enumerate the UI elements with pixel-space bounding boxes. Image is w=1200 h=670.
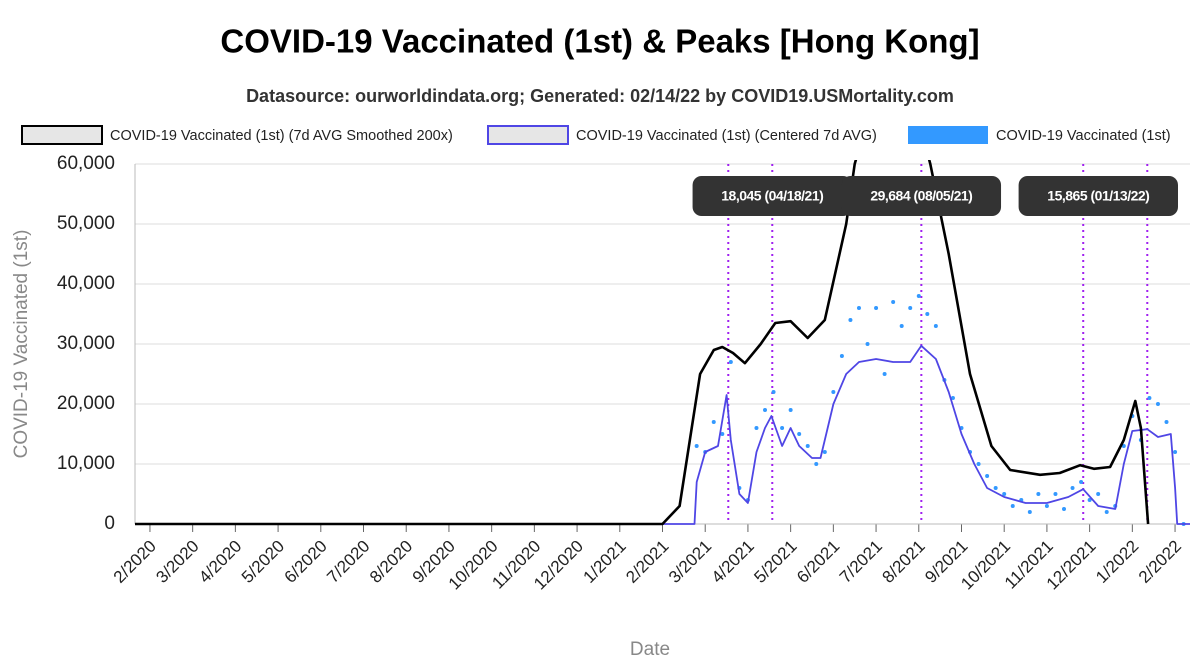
x-tick-label: 2/2021 <box>622 537 672 587</box>
data-dot <box>1173 450 1178 454</box>
x-tick-label: 1/2022 <box>1092 537 1142 587</box>
x-tick-label: 6/2021 <box>793 537 843 587</box>
data-dot <box>771 390 776 394</box>
y-axis-label: COVID-19 Vaccinated (1st) <box>11 230 32 459</box>
data-dot <box>720 432 725 436</box>
data-dot <box>848 318 853 322</box>
x-tick-label: 8/2021 <box>879 537 929 587</box>
data-dot <box>1121 444 1126 448</box>
data-dot <box>976 462 981 466</box>
x-tick-label: 2/2022 <box>1135 537 1185 587</box>
chart-title: COVID-19 Vaccinated (1st) & Peaks [Hong … <box>220 23 979 60</box>
peak-label-box <box>1018 176 1178 216</box>
data-dot <box>899 324 904 328</box>
y-tick-label: 20,000 <box>57 393 115 414</box>
data-dot <box>1104 510 1109 514</box>
data-dot <box>865 342 870 346</box>
x-tick-label: 3/2020 <box>152 537 202 587</box>
data-dot <box>950 396 955 400</box>
data-dot <box>1079 480 1084 484</box>
data-dot <box>788 408 793 412</box>
data-dot <box>1164 420 1169 424</box>
x-tick-label: 5/2020 <box>238 537 288 587</box>
data-dot <box>1044 504 1049 508</box>
y-tick-label: 30,000 <box>57 333 115 354</box>
data-dot <box>763 408 768 412</box>
peak-label-box <box>841 176 1002 216</box>
data-dot <box>822 450 827 454</box>
data-dot <box>805 444 810 448</box>
data-dot <box>1027 510 1032 514</box>
legend-label: COVID-19 Vaccinated (1st) (Centered 7d A… <box>576 128 877 144</box>
x-tick-label: 4/2021 <box>708 537 758 587</box>
data-dot <box>1096 492 1101 496</box>
legend-swatch <box>21 125 103 145</box>
data-dot <box>1053 492 1058 496</box>
data-dot <box>916 294 921 298</box>
y-tick-label: 60,000 <box>57 153 115 174</box>
data-dot <box>754 426 759 430</box>
x-tick-label: 7/2021 <box>836 537 886 587</box>
data-dot <box>1061 507 1066 511</box>
data-dot <box>711 420 716 424</box>
legend-swatch <box>487 125 569 145</box>
data-dot <box>882 372 887 376</box>
data-dot <box>993 486 998 490</box>
data-dot <box>814 462 819 466</box>
data-dot <box>839 354 844 358</box>
data-dot <box>891 300 896 304</box>
y-tick-label: 50,000 <box>57 213 115 234</box>
peak-label-box <box>692 176 852 216</box>
peak-label: 29,684 (08/05/21) <box>870 188 972 204</box>
data-dot <box>1155 402 1160 406</box>
data-dot <box>933 324 938 328</box>
x-tick-label: 8/2020 <box>366 537 416 587</box>
data-dot <box>925 312 930 316</box>
legend-label: COVID-19 Vaccinated (1st) <box>996 128 1171 144</box>
series-line <box>135 160 1150 526</box>
data-dot <box>1036 492 1041 496</box>
data-dot <box>1147 396 1152 400</box>
y-tick-label: 0 <box>104 513 115 534</box>
data-dot <box>728 360 733 364</box>
peak-label: 18,045 (04/18/21) <box>721 188 823 204</box>
peak-label: 15,865 (01/13/22) <box>1047 188 1149 204</box>
x-tick-label: 6/2020 <box>281 537 331 587</box>
x-tick-label: 4/2020 <box>195 537 245 587</box>
data-dot <box>1087 498 1092 502</box>
y-tick-label: 10,000 <box>57 453 115 474</box>
legend-label: COVID-19 Vaccinated (1st) (7d AVG Smooth… <box>110 128 453 144</box>
x-tick-label: 5/2021 <box>750 537 800 587</box>
data-dot <box>780 426 785 430</box>
data-dot <box>908 306 913 310</box>
y-tick-label: 40,000 <box>57 273 115 294</box>
x-tick-label: 1/2021 <box>580 537 630 587</box>
data-dot <box>874 306 879 310</box>
data-dot <box>797 432 802 436</box>
data-dot <box>831 390 836 394</box>
x-tick-label: 7/2020 <box>323 537 373 587</box>
data-dot <box>985 474 990 478</box>
data-dot <box>694 444 699 448</box>
data-dot <box>856 306 861 310</box>
x-tick-label: 2/2020 <box>110 537 160 587</box>
data-dot <box>1010 504 1015 508</box>
data-dot <box>1070 486 1075 490</box>
chart-subtitle: Datasource: ourworldindata.org; Generate… <box>246 86 954 106</box>
x-axis-label: Date <box>630 639 670 660</box>
legend-swatch <box>908 126 988 144</box>
x-tick-label: 3/2021 <box>665 537 715 587</box>
data-dot <box>1002 492 1007 496</box>
series-line <box>135 344 1190 525</box>
